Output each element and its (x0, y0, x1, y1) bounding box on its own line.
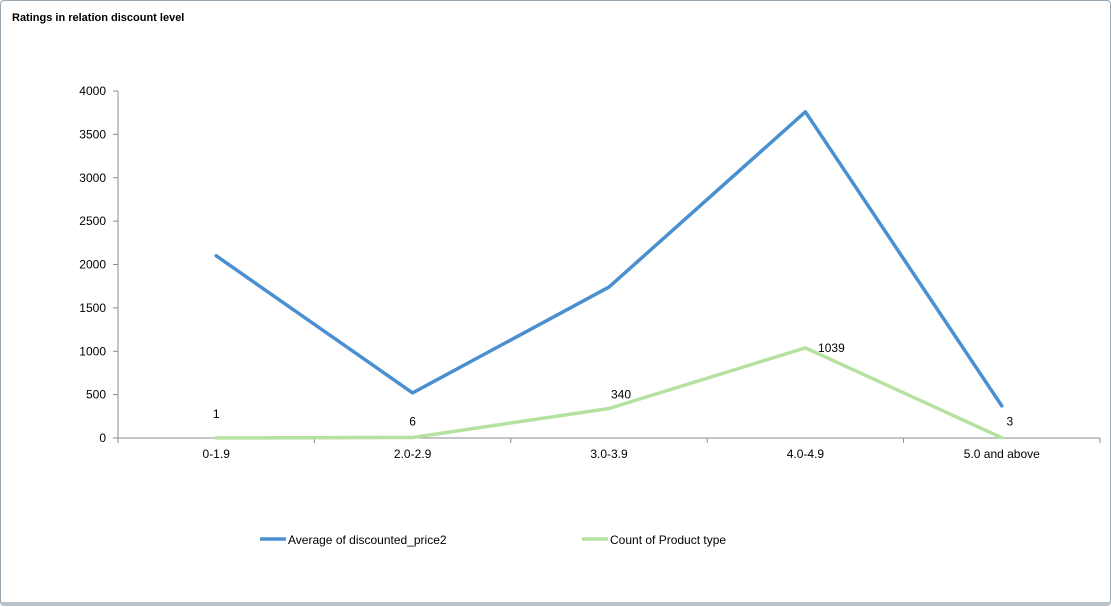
series-line-2 (214, 346, 1004, 440)
y-tick-label: 2000 (79, 258, 106, 272)
y-tick-label: 4000 (79, 84, 106, 98)
x-tick-label: 4.0-4.9 (787, 447, 825, 461)
y-tick-label: 500 (86, 388, 106, 402)
chart-axes: 0 500 1000 1500 2000 2500 3000 3500 4000 0-1.9 2.0… (79, 84, 1101, 461)
chart-legend: Average of discounted_price2 Count of Pro… (260, 533, 726, 547)
data-label: 340 (611, 388, 631, 402)
y-tick-label: 3500 (79, 127, 106, 141)
x-tick-label: 3.0-3.9 (590, 447, 628, 461)
data-label: 3 (1006, 415, 1013, 429)
y-tick-label: 1000 (79, 344, 106, 358)
data-label: 1 (213, 407, 220, 421)
y-tick-label: 0 (99, 431, 106, 445)
x-tick-label: 2.0-2.9 (394, 447, 432, 461)
y-tick-label: 3000 (79, 171, 106, 185)
chart-series (214, 110, 1004, 440)
legend-label-2: Count of Product type (610, 533, 726, 547)
legend-label-1: Average of discounted_price2 (288, 533, 447, 547)
series-line-1 (214, 110, 1004, 408)
chart-title: Ratings in relation discount level (12, 12, 185, 24)
x-tick-label: 0-1.9 (203, 447, 231, 461)
y-tick-label: 2500 (79, 214, 106, 228)
x-tick-label: 5.0 and above (964, 447, 1040, 461)
chart-data-labels: 1 6 340 1039 3 (213, 341, 1014, 429)
y-tick-label: 1500 (79, 301, 106, 315)
data-label: 6 (409, 414, 416, 428)
data-label: 1039 (818, 341, 845, 355)
